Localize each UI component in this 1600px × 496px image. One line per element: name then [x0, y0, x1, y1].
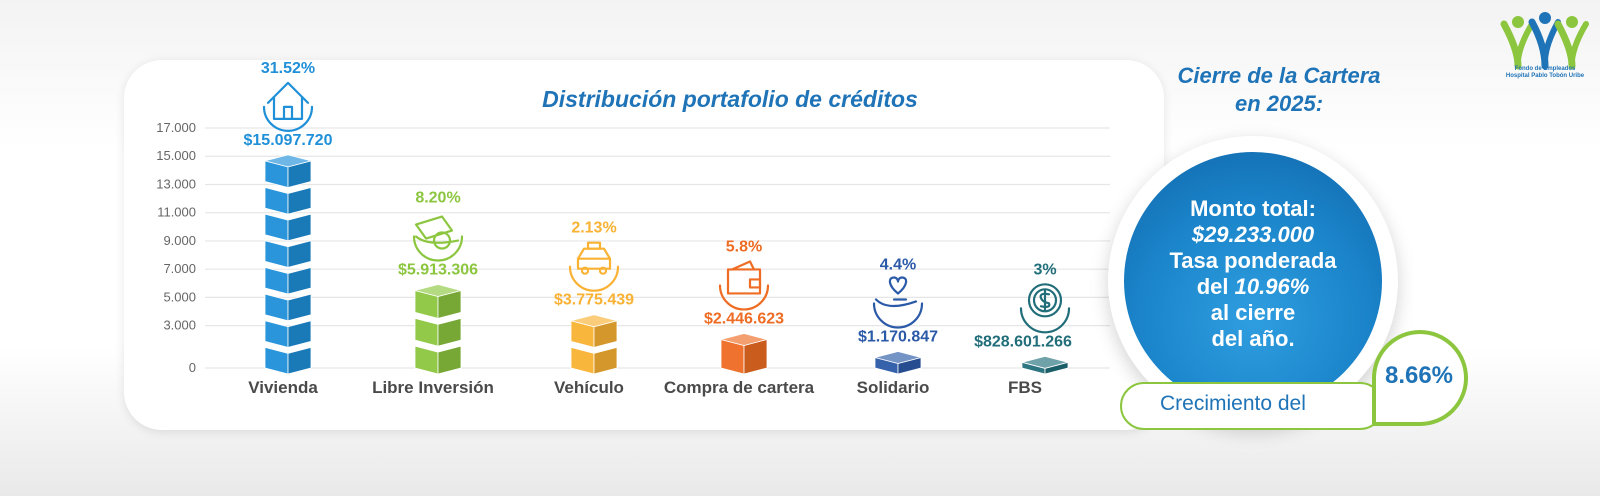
- y-tick-label: 13.000: [156, 176, 196, 191]
- side-title-line1: Cierre de la Cartera: [1177, 63, 1381, 88]
- category-label: Vehículo: [554, 378, 624, 397]
- y-tick-label: 0: [189, 360, 196, 375]
- logo-line1: Fondo de Empleados: [1514, 66, 1576, 72]
- bar-segment: [264, 240, 289, 268]
- summary-text: Monto total: $29.233.000 Tasa ponderada …: [1138, 196, 1368, 352]
- value-label: $828.601.266: [974, 333, 1072, 350]
- category-label: Libre Inversión: [372, 378, 494, 397]
- bar-top: [719, 333, 769, 346]
- y-tick-label: 17.000: [156, 120, 196, 135]
- value-label: $5.913.306: [398, 262, 478, 279]
- bar-segment: [414, 345, 439, 375]
- car-icon: [568, 241, 620, 292]
- y-tick-label: 15.000: [156, 148, 196, 163]
- percent-label: 5.8%: [726, 238, 762, 255]
- bar-segment: [264, 346, 289, 375]
- bar-segment: [570, 346, 595, 375]
- value-label: $1.170.847: [858, 328, 938, 345]
- growth-badge: [1372, 330, 1468, 426]
- bar-segment: [437, 345, 462, 375]
- wallet-icon: [718, 260, 770, 311]
- bar-segment: [264, 266, 289, 295]
- bar-top: [413, 284, 463, 297]
- y-tick-label: 3.000: [163, 318, 196, 333]
- cierre-line2: del año.: [1211, 326, 1295, 351]
- coin-icon: [1019, 283, 1071, 334]
- bar-segment: [287, 186, 312, 215]
- percent-label: 4.4%: [880, 256, 916, 273]
- bar-segment: [264, 320, 289, 348]
- bar-segment: [264, 293, 289, 322]
- y-tick-label: 7.000: [163, 261, 196, 276]
- bar-segment: [287, 266, 312, 295]
- heart-hand-icon: [872, 276, 924, 329]
- y-tick-label: 11.000: [157, 205, 196, 220]
- bar-top: [569, 314, 619, 328]
- side-title-line2: en 2025:: [1234, 91, 1324, 116]
- bar-segment: [593, 346, 618, 375]
- money-hand-icon: [412, 215, 464, 262]
- tasa-line: del 10.96%: [1138, 274, 1368, 300]
- chart-title: Distribución portafolio de créditos: [542, 86, 918, 112]
- logo-text: Fondo de Empleados Hospital Pablo Tobón …: [1493, 66, 1597, 80]
- bar-top: [873, 351, 923, 364]
- percent-label: 8.20%: [415, 190, 460, 207]
- category-label: FBS: [1008, 378, 1042, 397]
- percent-label: 31.52%: [261, 60, 315, 77]
- value-label: $2.446.623: [704, 310, 784, 327]
- house-icon: [262, 81, 314, 132]
- fund-logo-icon: [1500, 12, 1589, 70]
- cierre-line1: al cierre: [1210, 300, 1296, 325]
- bar-segment: [287, 240, 312, 268]
- y-tick-label: 9.000: [163, 233, 196, 248]
- value-label: $3.775.439: [554, 292, 634, 309]
- summary-circle: [1124, 152, 1382, 410]
- y-tick-label: 5.000: [163, 289, 196, 304]
- monto-label: Monto total:: [1190, 196, 1316, 221]
- tasa-label: Tasa ponderada: [1169, 248, 1337, 273]
- logo-line2: Hospital Pablo Tobón Uribe: [1505, 73, 1585, 79]
- bar-top: [263, 154, 313, 168]
- percent-label: 3%: [1033, 261, 1056, 278]
- percent-label: 2.13%: [571, 220, 616, 237]
- tasa-value: 10.96%: [1234, 274, 1310, 299]
- category-label: Vivienda: [248, 378, 318, 397]
- growth-value: 8.66%: [1384, 362, 1454, 389]
- bar-segment: [437, 317, 462, 347]
- bar-segment: [414, 317, 439, 347]
- tasa-pre: del: [1196, 274, 1229, 299]
- category-label: Compra de cartera: [664, 378, 815, 397]
- monto-value: $29.233.000: [1191, 222, 1315, 247]
- bar-segment: [287, 293, 312, 322]
- category-label: Solidario: [857, 378, 930, 397]
- growth-label: Crecimiento del: [1160, 392, 1306, 415]
- bar-segment: [264, 213, 289, 242]
- bar-segment: [264, 186, 289, 215]
- bar-segment: [287, 346, 312, 375]
- value-label: $15.097.720: [244, 132, 333, 149]
- side-title: Cierre de la Cartera en 2025:: [1148, 62, 1410, 118]
- bar-top: [1020, 355, 1070, 369]
- bar-segment: [287, 213, 312, 242]
- bar-segment: [287, 320, 312, 348]
